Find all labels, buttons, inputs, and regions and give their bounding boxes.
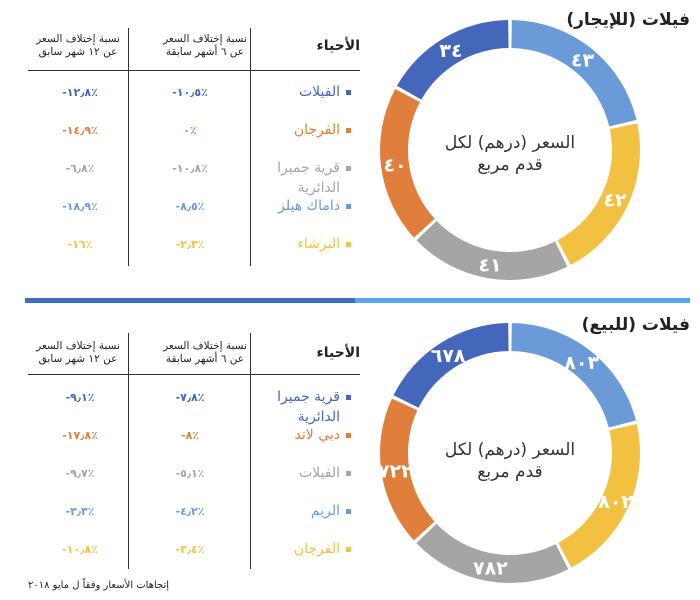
rent-header-rule (28, 70, 360, 71)
sale-center-line2: قدم مربع (477, 462, 543, 482)
sale-row-1-change-12m: -١٧٫٨٪ (62, 429, 98, 442)
rent-row-1-change-6m: ٠٪ (183, 124, 197, 137)
rent-row-0-change-6m: -١٠٫٥٪ (172, 86, 208, 99)
sale-slice-label-3: ٨٠٢ (598, 491, 633, 513)
sale-row-0-change-6m: -٧٫٨٪ (175, 391, 205, 404)
sale-row-2-change-6m: -٥٫١٪ (175, 467, 205, 480)
sale-row-3-area: الريم (310, 503, 340, 519)
sale-header-12m-line1: نسبة إختلاف السعر (36, 340, 120, 352)
section-divider-dark (25, 298, 355, 303)
sale-row-0-bullet (346, 395, 351, 400)
sale-row-0-area: قرية جميرا الدائرية (277, 389, 340, 425)
rent-slice-label-2: ٤١ (478, 254, 501, 276)
rent-row-3-change-6m: -٨٫٥٪ (175, 200, 205, 213)
rent-row-3-bullet (346, 204, 351, 209)
sale-row-4-area: الفرجان (293, 541, 340, 557)
sale-header-rule (28, 374, 360, 375)
sale-col-rule-1 (128, 333, 129, 569)
sale-row-4-change-12m: -١٠٫٨٪ (62, 543, 98, 556)
rent-col-rule-1 (128, 28, 129, 266)
rent-row-4-change-6m: -٢٫٣٪ (175, 238, 205, 251)
sale-center-line1: السعر (درهم) لكل (444, 440, 576, 460)
section-divider-light (355, 298, 690, 303)
sale-header-6m: نسبة إختلاف السعر عن ٦ أشهر سابقة (160, 340, 250, 366)
rent-table: الأحياء نسبة إختلاف السعر عن ٦ أشهر سابق… (0, 0, 700, 280)
sale-donut-chart: ٨٠٣ ٨٠٢ ٧٨٢ ٧٢٢ ٦٧٨ (378, 323, 640, 583)
sale-row-1-area: دبي لاند (294, 427, 340, 443)
sale-row-2-change-12m: -٩٫٧٪ (65, 467, 95, 480)
rent-header-6m-line2: عن ٦ أشهر سابقة (165, 46, 245, 58)
sale-row-2-area: الفيلات (299, 465, 340, 481)
rent-header-12m-line2: عن ١٢ شهر سابق (38, 46, 118, 58)
rent-row-4-area: البرشاء (297, 236, 340, 252)
sale-center-label: السعر (درهم) لكل قدم مربع (400, 439, 620, 483)
rent-row-2-change-6m: -١٠٫٨٪ (172, 162, 208, 175)
rent-row-1-change-12m: -١٤٫٩٪ (62, 124, 98, 137)
rent-col-rule-2 (250, 28, 251, 266)
sale-slice-2 (416, 523, 569, 583)
rent-row-2-bullet (346, 166, 351, 171)
sale-slice-3 (558, 424, 640, 568)
rent-slice-label-4: ٤٣ (571, 49, 595, 71)
sale-row-1-change-6m: -٨٪ (180, 429, 199, 442)
rent-center-line2: قدم مربع (477, 155, 543, 175)
sale-slice-0 (393, 323, 509, 408)
rent-header-12m-line1: نسبة إختلاف السعر (36, 33, 120, 45)
sale-title: فيلات (للبيع) (581, 315, 690, 335)
sale-row-3-change-6m: -٤٫٢٪ (175, 505, 205, 518)
rent-row-2-change-12m: -٦٫٨٪ (65, 162, 95, 175)
rent-slice-label-0: ٣٤ (439, 40, 462, 62)
sale-header-6m-line1: نسبة إختلاف السعر (163, 340, 247, 352)
rent-row-4-change-12m: -١٦٪ (67, 238, 93, 251)
rent-row-1-bullet (346, 128, 351, 133)
rent-slice-4 (511, 20, 637, 127)
rent-row-2-area: قرية جميرا الدائرية (277, 160, 340, 196)
rent-slice-1 (380, 88, 435, 238)
sale-row-1-bullet (346, 433, 351, 438)
rent-donut-chart: ٤٣ ٤٢ ٤١ ٤٠ ٣٤ (380, 20, 640, 280)
rent-row-0-change-12m: -١٢٫٨٪ (62, 86, 98, 99)
rent-header-area: الأحياء (316, 38, 360, 54)
sale-row-4-change-6m: -٣٫٤٪ (175, 543, 205, 556)
rent-slice-3 (557, 123, 640, 265)
sale-row-4-bullet (346, 547, 351, 552)
sale-slice-label-1: ٧٢٢ (378, 461, 413, 483)
rent-slice-label-3: ٤٢ (603, 189, 627, 211)
sale-slice-label-4: ٨٠٣ (564, 352, 599, 374)
sale-row-2-bullet (346, 471, 351, 476)
sale-row-0-change-12m: -٩٫١٪ (65, 391, 95, 404)
rent-header-6m: نسبة إختلاف السعر عن ٦ أشهر سابقة (160, 33, 250, 59)
rent-center-line1: السعر (درهم) لكل (444, 133, 576, 153)
sale-slice-4 (511, 323, 636, 428)
rent-row-3-change-12m: -١٨٫٩٪ (62, 200, 98, 213)
rent-slice-2 (416, 220, 568, 280)
sale-header-6m-line2: عن ٦ أشهر سابقة (165, 353, 245, 365)
rent-title: فيلات (للإيجار) (566, 10, 690, 30)
rent-row-4-bullet (346, 242, 351, 247)
footnote: إتجاهات الأسعار وفقاً ل مايو ٢٠١٨ (28, 580, 170, 591)
rent-header-12m: نسبة إختلاف السعر عن ١٢ شهر سابق (28, 33, 128, 59)
rent-slice-0 (396, 20, 509, 100)
sale-slice-1 (379, 398, 435, 541)
rent-slice-label-1: ٤٠ (383, 155, 406, 177)
sale-row-3-bullet (346, 509, 351, 514)
sale-table: الأحياء نسبة إختلاف السعر عن ٦ أشهر سابق… (0, 303, 700, 583)
sale-col-rule-2 (250, 333, 251, 569)
rent-row-0-bullet (346, 90, 351, 95)
sale-header-area: الأحياء (316, 345, 360, 361)
sale-row-3-change-12m: -٣٫٣٪ (65, 505, 95, 518)
rent-row-3-area: داماك هيلز (278, 198, 340, 214)
sale-header-12m-line2: عن ١٢ شهر سابق (38, 353, 118, 365)
sale-slice-label-0: ٦٧٨ (431, 345, 466, 367)
sale-slice-label-2: ٧٨٢ (473, 557, 508, 579)
rent-header-6m-line1: نسبة إختلاف السعر (163, 33, 247, 45)
rent-row-0-area: الفيلات (299, 84, 340, 100)
sale-header-12m: نسبة إختلاف السعر عن ١٢ شهر سابق (28, 340, 128, 366)
rent-row-1-area: الفرجان (293, 122, 340, 138)
rent-center-label: السعر (درهم) لكل قدم مربع (400, 132, 620, 176)
